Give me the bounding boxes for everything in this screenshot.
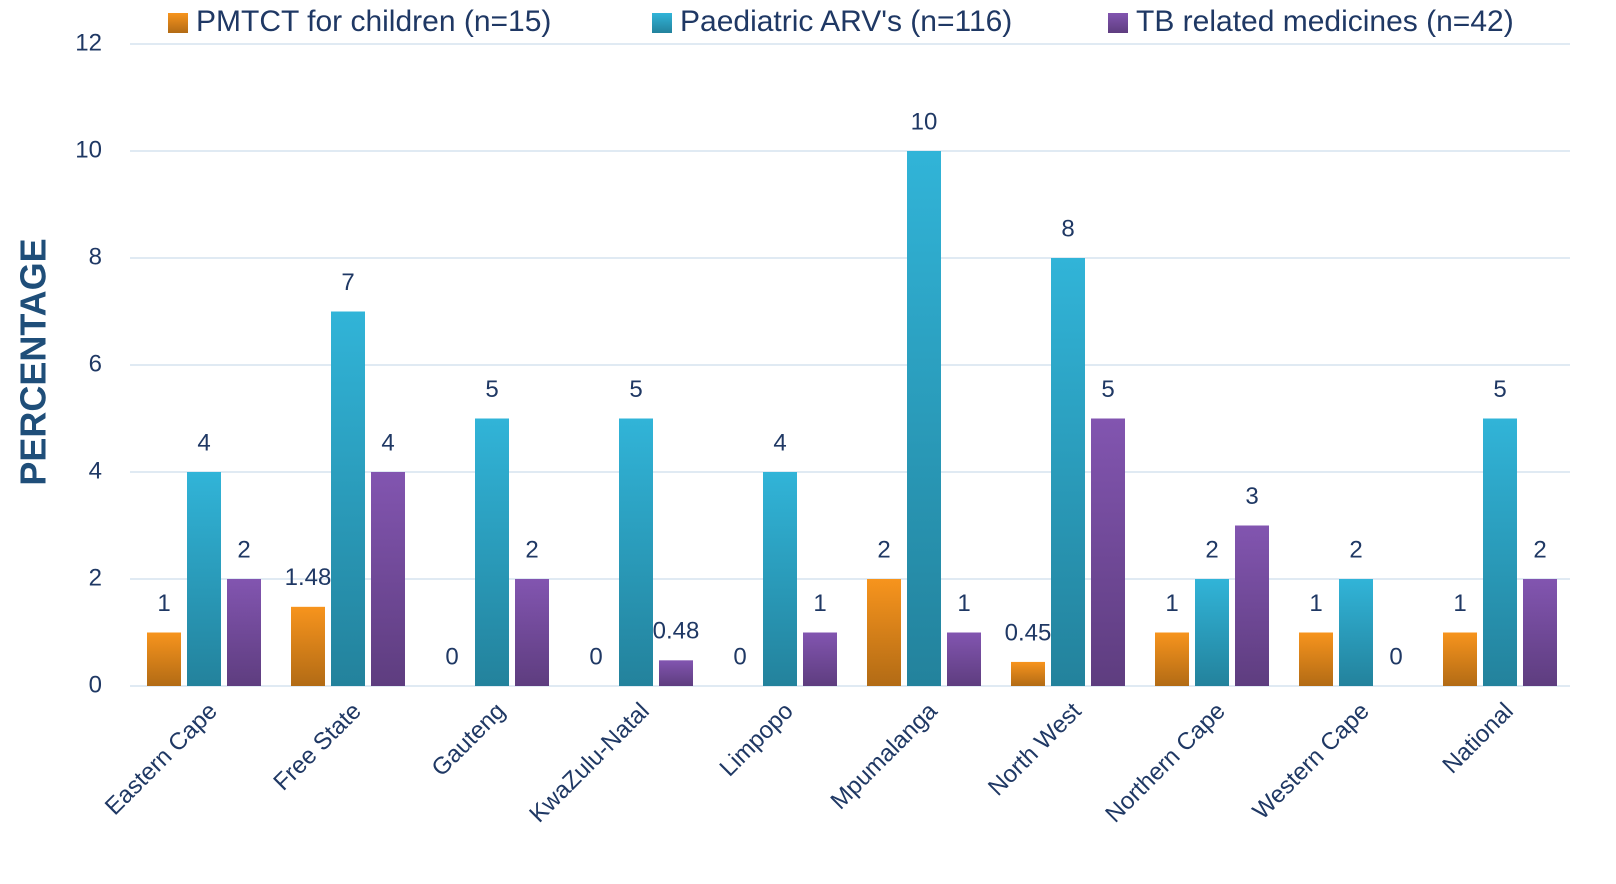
data-label: 0	[589, 643, 602, 670]
data-label: 4	[197, 429, 210, 456]
bar	[1339, 579, 1373, 686]
data-label: 5	[1493, 376, 1506, 403]
legend-label: PMTCT for children (n=15)	[196, 5, 551, 38]
data-label: 5	[629, 376, 642, 403]
data-label: 2	[1349, 536, 1362, 563]
data-label: 0.48	[653, 618, 700, 645]
bar	[803, 632, 837, 686]
y-tick-label: 12	[75, 29, 102, 56]
bar	[1051, 258, 1085, 686]
bar	[475, 418, 509, 686]
data-label: 0	[445, 643, 458, 670]
bar	[1195, 579, 1229, 686]
y-axis-title: PERCENTAGE	[13, 238, 54, 485]
data-label: 0	[733, 643, 746, 670]
x-tick-label: Eastern Cape	[100, 698, 223, 821]
data-label: 0.45	[1005, 619, 1052, 646]
y-tick-label: 10	[75, 136, 102, 163]
bar	[1091, 418, 1125, 686]
bar	[1235, 525, 1269, 686]
bar	[947, 632, 981, 686]
data-label: 4	[381, 429, 394, 456]
x-tick-label: North West	[983, 697, 1087, 801]
data-label: 1	[157, 590, 170, 617]
y-tick-label: 4	[89, 457, 102, 484]
bar	[907, 151, 941, 686]
data-label: 2	[877, 536, 890, 563]
x-tick-label: Gauteng	[427, 698, 511, 782]
bar	[1443, 632, 1477, 686]
data-label: 2	[237, 536, 250, 563]
data-label: 3	[1245, 483, 1258, 510]
legend-label: TB related medicines (n=42)	[1136, 5, 1514, 38]
x-tick-label: Free State	[268, 698, 366, 796]
y-tick-label: 6	[89, 350, 102, 377]
data-label: 5	[1101, 376, 1114, 403]
x-tick-label: Western Cape	[1247, 698, 1374, 825]
legend-swatch	[168, 13, 188, 33]
bar	[291, 606, 325, 686]
data-label: 1	[1309, 590, 1322, 617]
data-label: 8	[1061, 215, 1074, 242]
data-label: 2	[1205, 536, 1218, 563]
data-label: 7	[341, 269, 354, 296]
x-tick-label: Mpumalanga	[826, 697, 944, 815]
y-tick-label: 0	[89, 671, 102, 698]
bar	[1011, 661, 1045, 686]
data-label: 1	[813, 590, 826, 617]
x-tick-label: Limpopo	[715, 698, 799, 782]
legend-swatch	[1108, 13, 1128, 33]
bar	[1155, 632, 1189, 686]
data-label: 1.48	[285, 564, 332, 591]
data-label: 2	[1533, 536, 1546, 563]
bar	[515, 579, 549, 686]
x-tick-label: KwaZulu-Natal	[524, 698, 654, 828]
bar	[1523, 579, 1557, 686]
bar	[227, 579, 261, 686]
bar	[763, 472, 797, 686]
data-label: 10	[911, 108, 938, 135]
data-label: 5	[485, 376, 498, 403]
legend-label: Paediatric ARV's (n=116)	[680, 5, 1012, 38]
data-label: 1	[1165, 590, 1178, 617]
bar	[1299, 632, 1333, 686]
y-tick-label: 2	[89, 564, 102, 591]
data-label: 1	[957, 590, 970, 617]
bar	[1483, 418, 1517, 686]
legend-swatch	[652, 13, 672, 33]
y-tick-label: 8	[89, 243, 102, 270]
bar	[187, 472, 221, 686]
data-label: 2	[525, 536, 538, 563]
x-tick-label: National	[1437, 698, 1518, 779]
bar	[659, 660, 693, 686]
bar	[867, 579, 901, 686]
bar	[619, 418, 653, 686]
bar	[331, 311, 365, 686]
bar	[147, 632, 181, 686]
data-label: 0	[1389, 643, 1402, 670]
bar	[371, 472, 405, 686]
data-label: 4	[773, 429, 786, 456]
data-label: 1	[1453, 590, 1466, 617]
x-tick-label: Northern Cape	[1100, 698, 1230, 828]
